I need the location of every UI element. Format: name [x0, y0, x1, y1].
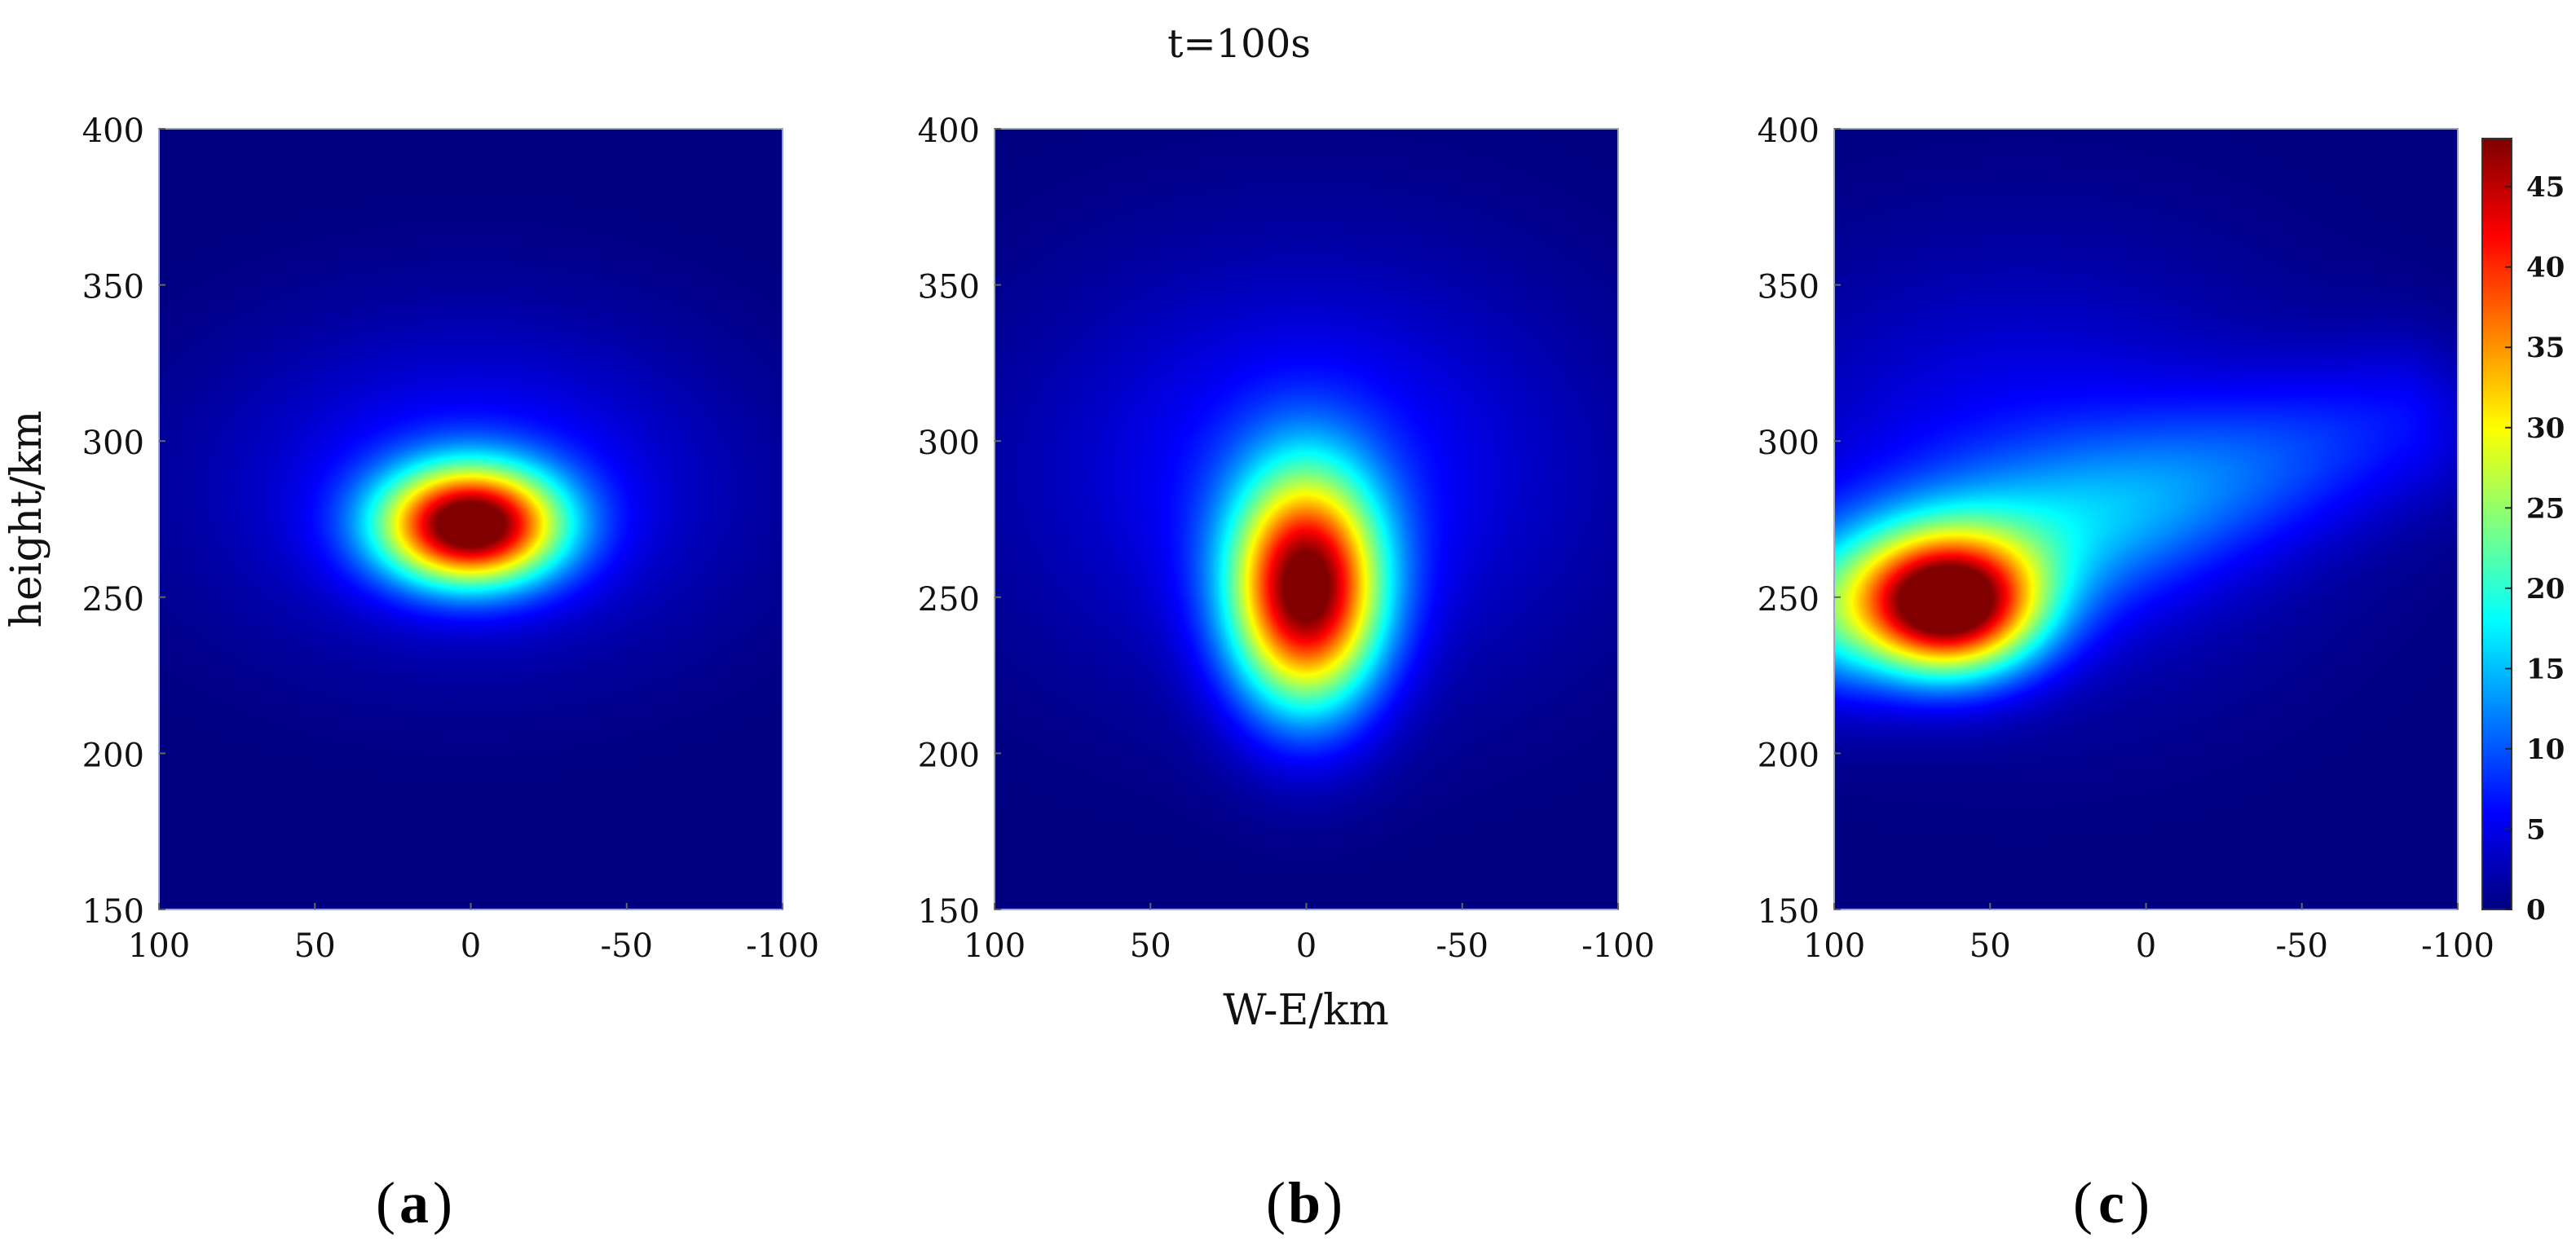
- x-tick-label: 50: [294, 927, 336, 965]
- y-axis-ticks-b: 400 350 300 250 200 150: [918, 112, 1001, 931]
- panel-label-c-close: ): [2130, 1170, 2150, 1235]
- y-tick-label: 250: [918, 581, 980, 619]
- y-tick-label: 400: [1758, 112, 1820, 150]
- x-tick-label: 100: [964, 927, 1026, 965]
- colorbar-tick-label: 20: [2526, 573, 2565, 605]
- y-tick-label: 350: [82, 269, 144, 306]
- colorbar-tick-label: 15: [2526, 653, 2565, 685]
- colorbar-tick-label: 45: [2526, 171, 2565, 204]
- x-tick-label: -50: [601, 927, 653, 965]
- x-tick-label: 100: [1803, 927, 1865, 965]
- y-tick-label: 400: [918, 112, 980, 150]
- x-axis-ticks-c: 100 50 0 -50 -100: [1803, 903, 2494, 965]
- y-tick-label: 150: [918, 893, 980, 931]
- y-tick-label: 300: [918, 425, 980, 462]
- y-tick-label: 250: [82, 581, 144, 619]
- colorbar-ticks: 0 5 10 15 20 25 30 35 40 45: [2505, 171, 2565, 927]
- x-tick-label: -50: [1436, 927, 1489, 965]
- x-tick-label: 50: [1969, 927, 2011, 965]
- x-tick-label: -100: [2421, 927, 2494, 965]
- colorbar-tick-label: 35: [2526, 332, 2565, 364]
- y-tick-label: 350: [1758, 269, 1820, 306]
- heatmap-b: [995, 129, 1618, 909]
- heatmap-c: [1834, 129, 2458, 909]
- panel-label-b-close: ): [1323, 1170, 1343, 1235]
- y-tick-label: 200: [82, 737, 144, 774]
- x-axis-ticks-a: 100 50 0 -50 -100: [128, 903, 819, 965]
- colorbar-tick-label: 40: [2526, 252, 2565, 284]
- y-axis-ticks-a: 400 350 300 250 200 150: [82, 112, 165, 931]
- x-tick-label: 100: [128, 927, 190, 965]
- figure-title: t=100s: [1167, 21, 1311, 67]
- panel-label-b-open: (: [1266, 1170, 1286, 1235]
- x-tick-label: -100: [746, 927, 819, 965]
- y-axis-label: height/km: [2, 411, 51, 628]
- x-tick-label: 0: [461, 927, 481, 965]
- y-tick-label: 250: [1758, 581, 1820, 619]
- x-tick-label: -50: [2276, 927, 2328, 965]
- panel-label-a: a: [399, 1170, 429, 1235]
- y-tick-label: 350: [918, 269, 980, 306]
- x-tick-label: 0: [2136, 927, 2156, 965]
- x-axis-label: W-E/km: [1223, 986, 1389, 1035]
- x-tick-label: -100: [1581, 927, 1655, 965]
- x-tick-label: 50: [1130, 927, 1171, 965]
- y-tick-label: 200: [1758, 737, 1820, 774]
- colorbar: 0 5 10 15 20 25 30 35 40 45: [2481, 138, 2565, 927]
- x-tick-label: 0: [1296, 927, 1317, 965]
- panel-label-c-open: (: [2073, 1170, 2093, 1235]
- colorbar-gradient: [2482, 139, 2512, 909]
- y-tick-label: 300: [1758, 425, 1820, 462]
- y-tick-label: 150: [1758, 893, 1820, 931]
- y-tick-label: 150: [82, 893, 144, 931]
- y-axis-ticks-c: 400 350 300 250 200 150: [1758, 112, 1841, 931]
- panel-label-a-close: ): [433, 1170, 452, 1235]
- colorbar-tick-label: 10: [2526, 733, 2565, 766]
- y-tick-label: 200: [918, 737, 980, 774]
- y-tick-label: 300: [82, 425, 144, 462]
- x-axis-ticks-b: 100 50 0 -50 -100: [964, 903, 1655, 965]
- colorbar-tick-label: 0: [2526, 894, 2546, 927]
- colorbar-tick-label: 25: [2526, 492, 2565, 525]
- panel-label-b: b: [1288, 1170, 1321, 1235]
- panel-a: 400 350 300 250 200 150 100 50 0 -50 -100 height/…: [2, 112, 819, 1235]
- colorbar-tick-label: 5: [2526, 813, 2546, 846]
- heatmap-a: [159, 129, 783, 909]
- colorbar-tick-label: 30: [2526, 412, 2565, 445]
- y-tick-label: 400: [82, 112, 144, 150]
- panel-label-c: c: [2098, 1170, 2124, 1235]
- panel-label-a-open: (: [376, 1170, 395, 1235]
